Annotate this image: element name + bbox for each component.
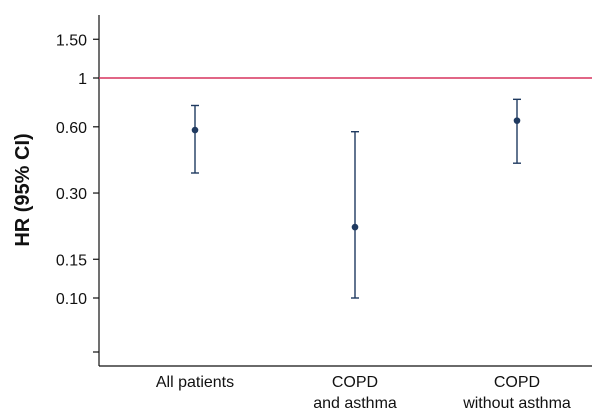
x-tick-label: COPD xyxy=(332,374,378,391)
estimates-series xyxy=(191,98,521,299)
x-tick-label: without asthma xyxy=(462,395,571,412)
y-tick-label: 0.10 xyxy=(56,291,87,308)
x-tick-label: All patients xyxy=(156,374,234,391)
x-tick-label: and asthma xyxy=(313,395,397,412)
x-axis-labels: All patients COPD and asthma COPD without as… xyxy=(156,374,571,412)
point-estimate xyxy=(513,117,521,124)
y-axis-title: HR (95% CI) xyxy=(12,133,34,246)
y-tick-label: 0.30 xyxy=(56,186,87,203)
x-tick-label: COPD xyxy=(494,374,540,391)
y-tick-label: 1.50 xyxy=(56,32,87,49)
y-axis-ticks: 0.10 0.15 0.30 0.60 1 1.50 xyxy=(56,32,99,353)
y-tick-label: 0.60 xyxy=(56,120,87,137)
y-tick-label: 1 xyxy=(78,71,87,88)
point-estimate xyxy=(351,223,359,231)
point-estimate xyxy=(191,126,199,134)
y-tick-label: 0.15 xyxy=(56,252,87,269)
